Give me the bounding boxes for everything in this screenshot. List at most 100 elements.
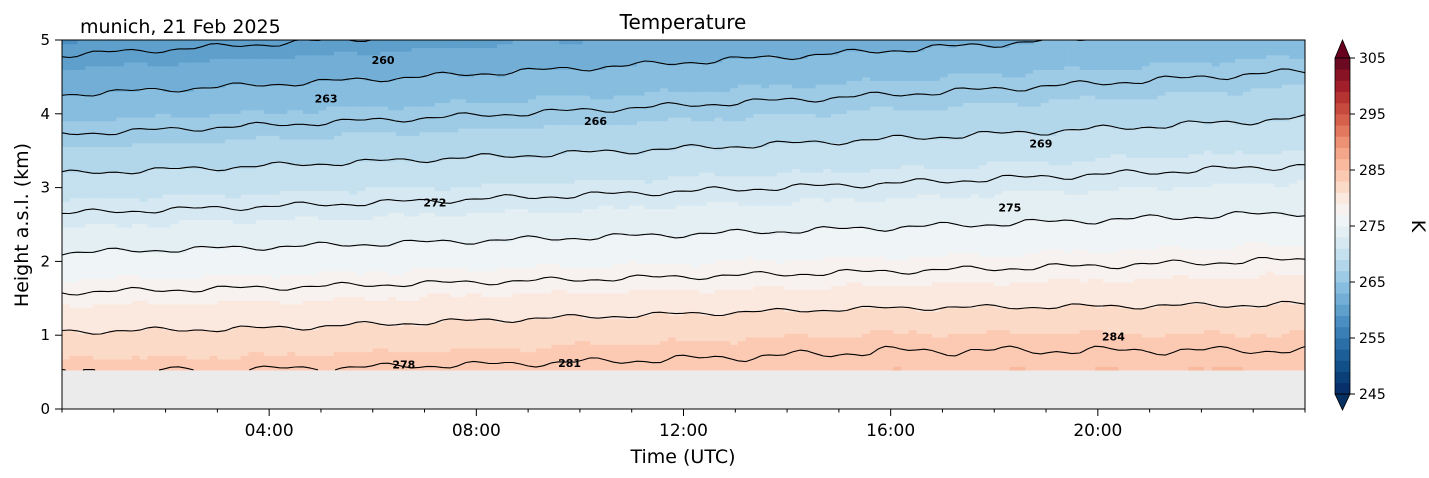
- fill-cell: [396, 296, 405, 301]
- fill-cell: [108, 179, 117, 184]
- fill-cell: [411, 303, 420, 309]
- fill-cell: [372, 80, 382, 85]
- fill-cell: [388, 311, 397, 316]
- fill-cell: [225, 102, 234, 107]
- fill-cell: [333, 65, 343, 70]
- fill-cell: [232, 182, 242, 188]
- fill-cell: [357, 234, 366, 239]
- fill-cell: [333, 219, 343, 224]
- fill-cell: [232, 230, 242, 235]
- fill-cell: [333, 344, 343, 349]
- fill-cell: [427, 219, 436, 224]
- fill-cell: [271, 135, 281, 140]
- fill-cell: [427, 285, 436, 290]
- fill-cell: [411, 168, 420, 173]
- fill-cell: [139, 311, 149, 316]
- fill-cell: [240, 109, 250, 114]
- fill-cell: [450, 322, 459, 327]
- fill-cell: [434, 149, 444, 155]
- fill-cell: [279, 157, 288, 162]
- fill-cell: [108, 47, 117, 52]
- fill-cell: [139, 234, 149, 239]
- fill-cell: [372, 109, 382, 114]
- fill-cell: [93, 366, 102, 371]
- fill-cell: [302, 146, 312, 151]
- fill-cell: [62, 226, 71, 232]
- fill-cell: [364, 160, 374, 166]
- fill-cell: [225, 325, 234, 331]
- fill-cell: [240, 105, 250, 111]
- fill-cell: [209, 215, 218, 221]
- fill-cell: [271, 204, 281, 210]
- fill-cell: [186, 72, 195, 78]
- fill-cell: [77, 285, 86, 290]
- fill-cell: [232, 175, 242, 180]
- fill-cell: [396, 116, 405, 122]
- fill-cell: [116, 61, 125, 67]
- fill-cell: [232, 278, 242, 283]
- fill-cell: [287, 175, 296, 180]
- fill-cell: [279, 72, 288, 78]
- fill-cell: [310, 289, 319, 294]
- fill-cell: [186, 256, 195, 261]
- fill-cell: [225, 351, 234, 356]
- fill-cell: [465, 149, 475, 155]
- fill-cell: [209, 40, 218, 45]
- fill-cell: [186, 51, 195, 56]
- fill-cell: [287, 58, 296, 63]
- fill-cell: [240, 311, 250, 316]
- fill-cell: [186, 197, 195, 202]
- fill-cell: [194, 325, 203, 331]
- fill-cell: [434, 329, 444, 334]
- fill-cell: [162, 252, 172, 257]
- fill-cell: [481, 65, 490, 70]
- fill-cell: [372, 300, 382, 305]
- fill-cell: [310, 43, 319, 48]
- fill-cell: [419, 142, 428, 147]
- fill-cell: [108, 102, 117, 107]
- fill-cell: [318, 120, 327, 125]
- fill-cell: [427, 153, 436, 158]
- fill-cell: [155, 94, 164, 100]
- fill-cell: [357, 102, 366, 107]
- fill-cell: [427, 267, 436, 272]
- fill-cell: [364, 256, 374, 261]
- fill-cell: [333, 91, 343, 96]
- fill-cell: [69, 355, 79, 360]
- fill-cell: [302, 120, 312, 125]
- fill-cell: [263, 263, 273, 268]
- fill-cell: [62, 208, 71, 213]
- fill-cell: [271, 256, 281, 261]
- fill-cell: [232, 83, 242, 89]
- fill-cell: [442, 351, 452, 356]
- fill-cell: [139, 300, 149, 305]
- fill-cell: [69, 362, 79, 367]
- fill-cell: [473, 366, 483, 371]
- fill-cell: [349, 355, 358, 360]
- fill-cell: [310, 278, 319, 283]
- fill-cell: [279, 61, 288, 67]
- fill-cell: [434, 322, 444, 327]
- fill-cell: [77, 344, 86, 349]
- fill-cell: [380, 289, 389, 294]
- fill-cell: [263, 109, 273, 114]
- fill-cell: [186, 358, 195, 364]
- fill-cell: [147, 362, 156, 367]
- fill-cell: [364, 344, 374, 349]
- fill-cell: [263, 87, 273, 92]
- fill-cell: [279, 116, 288, 122]
- fill-cell: [372, 105, 382, 111]
- fill-cell: [357, 175, 366, 180]
- fill-cell: [209, 366, 218, 371]
- fill-cell: [271, 344, 281, 349]
- fill-cell: [434, 54, 444, 59]
- fill-cell: [240, 303, 250, 309]
- fill-cell: [232, 296, 242, 301]
- fill-cell: [372, 175, 382, 180]
- fill-cell: [170, 311, 180, 316]
- fill-cell: [108, 208, 117, 213]
- fill-cell: [481, 98, 490, 103]
- fill-cell: [396, 98, 405, 103]
- fill-cell: [256, 91, 265, 96]
- fill-cell: [450, 153, 459, 158]
